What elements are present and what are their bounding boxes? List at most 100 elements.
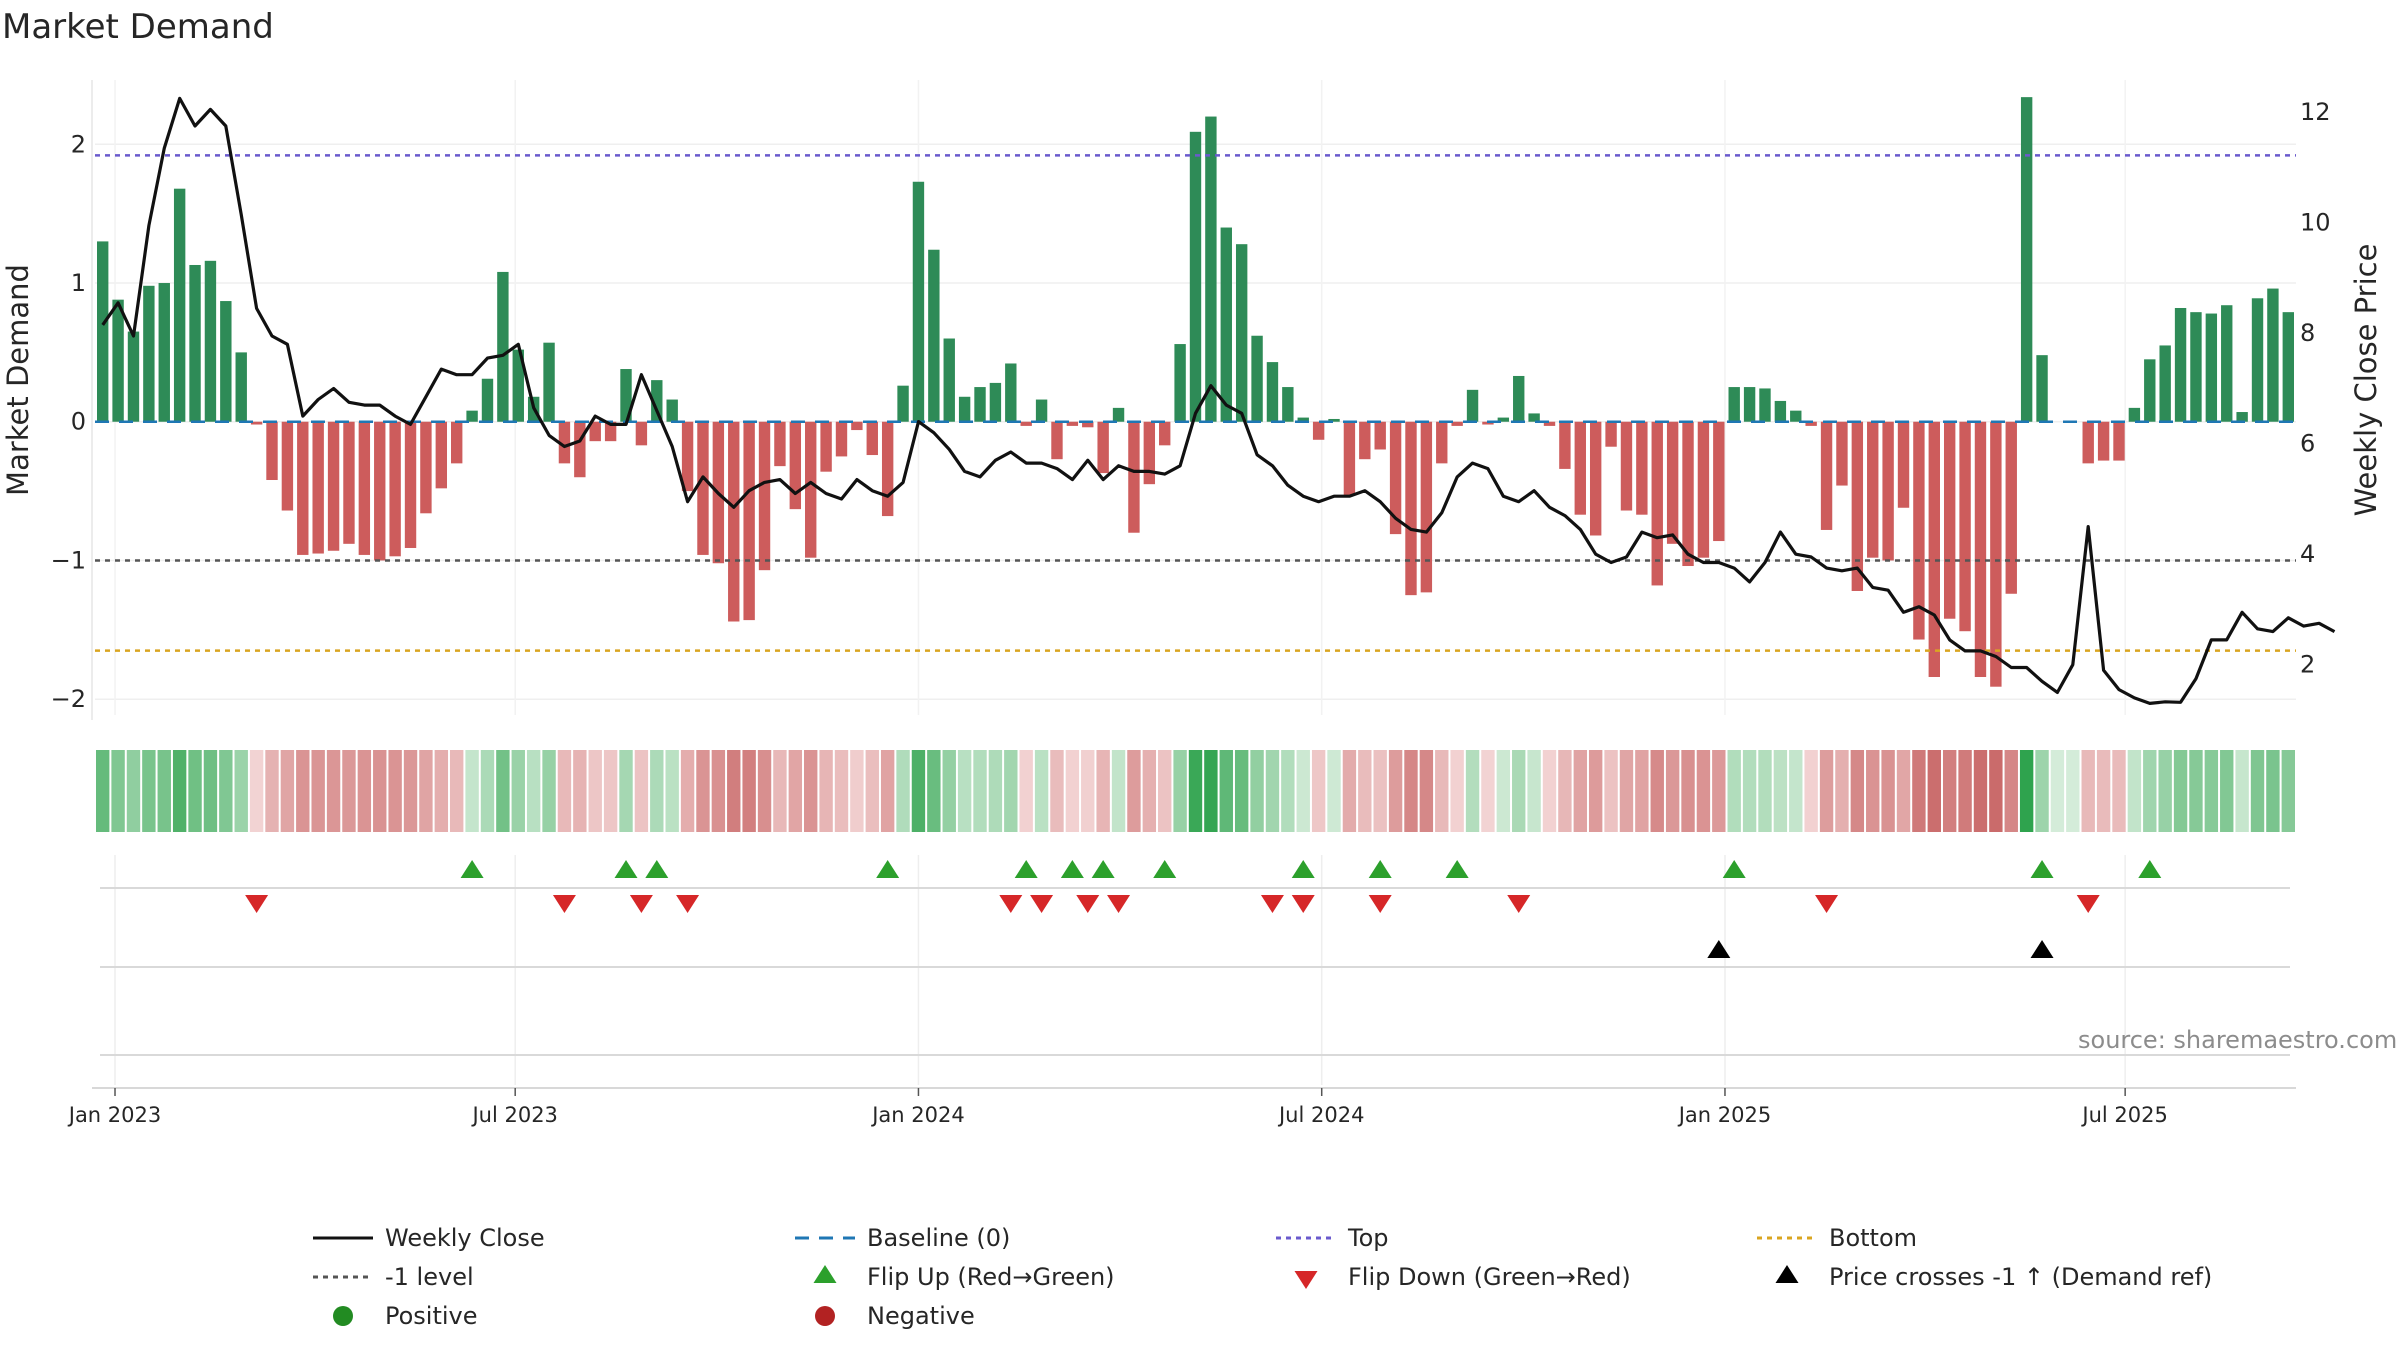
demand-bar [1143,421,1156,485]
demand-bar [958,396,971,422]
demand-bar [1713,421,1725,542]
demand-bar [1266,362,1279,422]
legend-top-label: Top [1347,1224,1389,1252]
flip-down-marker [999,895,1023,913]
heat-cell [1296,750,1310,832]
demand-bar [1697,421,1710,558]
heat-cell [1158,750,1172,832]
demand-bar [1405,421,1417,596]
chart-title: Market Demand [2,7,274,47]
demand-bar [1774,400,1787,422]
heat-cell [357,750,372,832]
demand-bar [1235,244,1248,422]
demand-bar [1328,418,1340,422]
heat-cell [2220,750,2234,832]
demand-bar [1990,421,2002,687]
heat-cell [1665,750,1680,832]
heat-cell [172,750,187,832]
x-tick-label: Jan 2024 [870,1103,965,1127]
demand-bar [451,421,463,464]
demand-bar [512,349,524,422]
demand-bar [1728,387,1740,422]
legend-positive-swatch [333,1306,353,1326]
demand-bar [1959,421,1971,632]
heat-cell [927,750,941,832]
flip-down-marker [676,895,700,913]
heat-cell [465,750,479,832]
demand-bar [2036,355,2048,422]
heat-cell [234,750,248,832]
heat-cell [450,750,464,832]
demand-bar [497,271,509,422]
heat-cell [1542,750,1557,832]
flip-down-marker [2076,895,2100,913]
demand-bar [1759,388,1771,422]
demand-bar [2128,407,2141,422]
heat-cell [2096,750,2111,832]
heat-cell [1450,750,1464,832]
price-line-group [101,96,2336,706]
demand-bar [1790,410,1802,422]
heat-cell [880,750,895,832]
flip-up-marker [1153,860,1177,878]
legend-flip-up-swatch [813,1265,837,1283]
y2-tick-label: 6 [2300,430,2315,458]
demand-bar [1297,417,1309,422]
demand-bar [143,285,155,422]
legend-flip-down-label: Flip Down (Green→Red) [1348,1263,1631,1291]
demand-bar [974,387,986,422]
demand-bar [866,421,878,456]
demand-bar [481,378,494,422]
demand-bar [1805,421,1817,426]
heat-cell [942,750,956,832]
demand-bar [2205,313,2218,422]
heat-cell [1173,750,1187,832]
y-tick-label: 0 [71,408,86,436]
flip-down-marker [1260,895,1284,913]
heat-cell [1866,750,1880,832]
demand-bar [1436,421,1448,464]
demand-bar [789,421,802,510]
legend-flip-down-swatch [1294,1271,1318,1289]
demand-bar [774,421,786,467]
demand-bar [635,421,648,446]
heat-cell [1681,750,1695,832]
flip-up-marker [460,860,484,878]
demand-bar [758,421,771,571]
demand-bar [204,260,217,422]
heat-cell [1696,750,1711,832]
demand-bar [1882,421,1894,561]
heat-cell [1896,750,1911,832]
heat-cell [588,750,602,832]
flip-down-marker [1107,895,1131,913]
flip-up-marker [2030,860,2054,878]
demand-bar [2236,412,2248,422]
heat-cell [850,750,864,832]
heat-cell [788,750,803,832]
heat-cell [1604,750,1618,832]
demand-bar [374,421,386,561]
demand-bar [466,410,478,422]
heat-cell [665,750,679,832]
demand-bar [2005,421,2017,594]
demand-bar [1528,413,1540,422]
heat-cell [1081,750,1095,832]
demand-bar [1589,421,1602,536]
demand-bar [158,283,170,422]
heat-cell [2158,750,2172,832]
demand-bar [1066,421,1079,426]
flip-up-marker [614,860,638,878]
heat-cell [1835,750,1849,832]
heat-cell [727,750,741,832]
heat-cell [1558,750,1572,832]
heat-cell [526,750,541,832]
legend-negative-label: Negative [867,1302,975,1330]
heat-cell [896,750,910,832]
demand-bar [943,338,955,422]
demand-bar [2221,305,2233,422]
legend-bottom-label: Bottom [1829,1224,1917,1252]
flip-down-marker [1030,895,1054,913]
heat-cell [511,750,525,832]
heat-cell [434,750,449,832]
heat-cell [342,750,356,832]
